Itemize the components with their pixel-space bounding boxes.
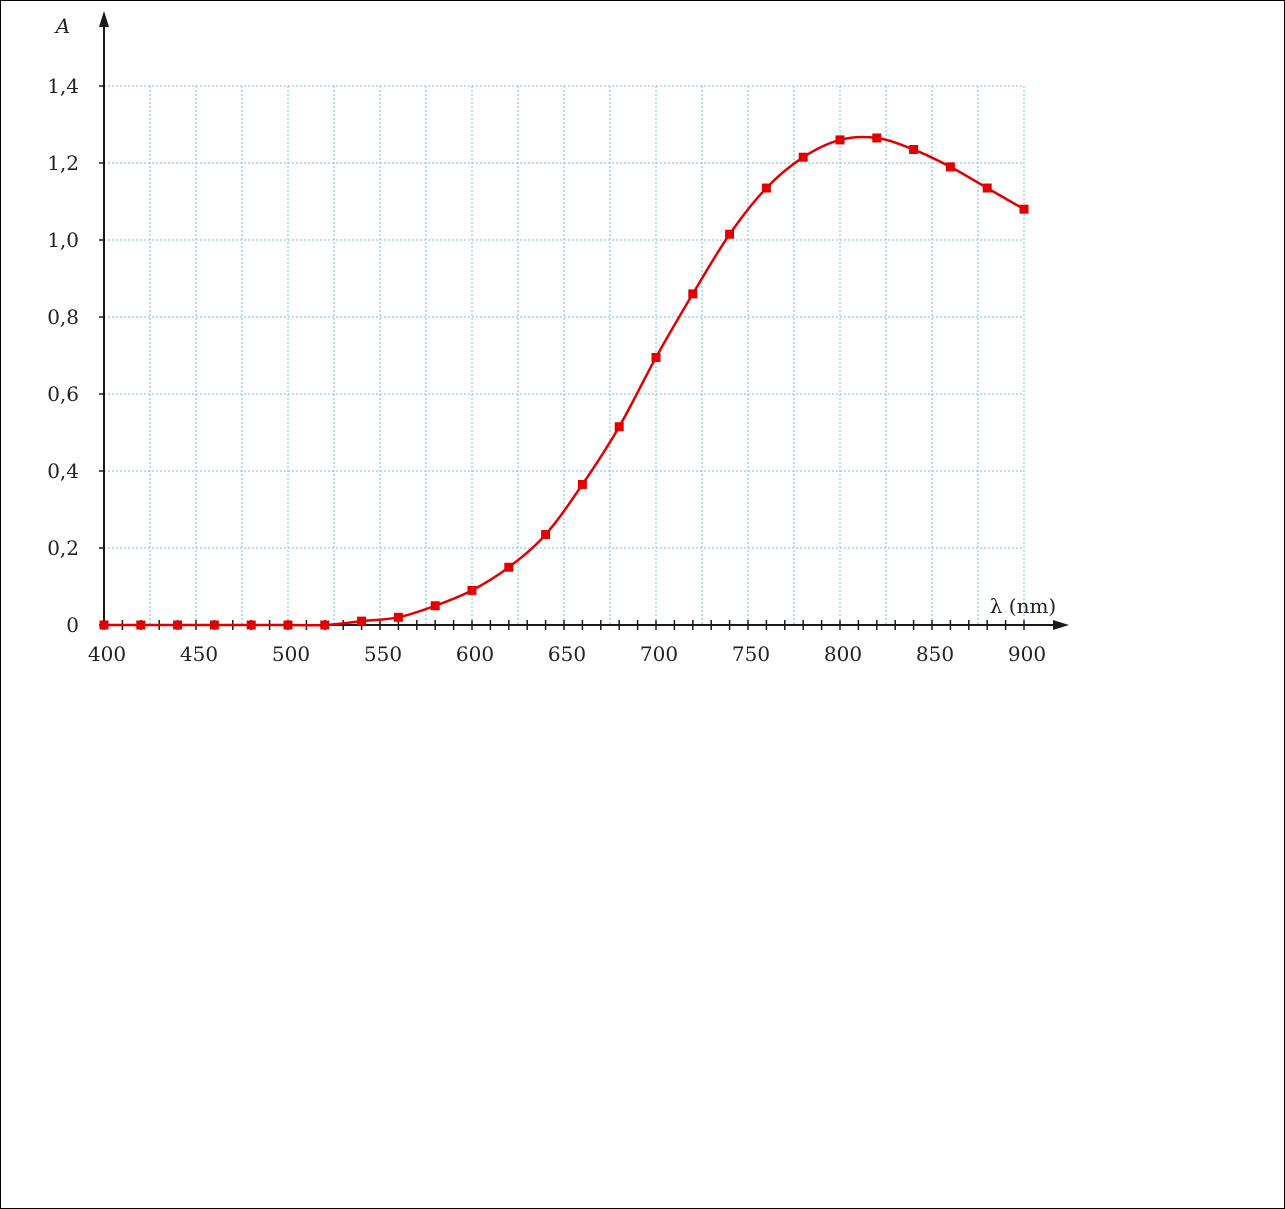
x-tick-label: 750 [732, 642, 770, 666]
data-point [614, 422, 624, 432]
data-point [761, 183, 771, 193]
data-point [99, 620, 109, 630]
x-tick-label: 850 [916, 642, 954, 666]
data-point [357, 616, 367, 626]
data-point [173, 620, 183, 630]
data-point [283, 620, 293, 630]
x-tick-label: 900 [1008, 642, 1046, 666]
axes [99, 11, 1069, 630]
y-axis-arrow [99, 11, 109, 27]
x-tick-label: 800 [824, 642, 862, 666]
x-tick-labels: 400 450 500 550 600 650 700 750 800 850 900 [88, 642, 1046, 666]
data-point [651, 352, 661, 362]
data-point [982, 183, 992, 193]
data-point [541, 530, 551, 540]
data-point [393, 612, 403, 622]
x-tick-label: 500 [272, 642, 310, 666]
data-point [246, 620, 256, 630]
x-axis-arrow [1053, 620, 1069, 630]
x-tick-label: 400 [88, 642, 126, 666]
x-tick-label: 700 [640, 642, 678, 666]
data-point [798, 152, 808, 162]
series-line [103, 135, 1025, 627]
y-axis-label: A [54, 14, 70, 38]
x-tick-label: 600 [456, 642, 494, 666]
y-tick-label: 0,6 [47, 382, 79, 406]
y-tick-labels: 0 0,2 0,4 0,6 0,8 1,0 1,2 1,4 [47, 74, 79, 637]
data-point [872, 133, 882, 143]
x-tick-label: 650 [548, 642, 586, 666]
data-point [320, 620, 330, 630]
y-tick-label: 1,0 [47, 228, 79, 252]
data-point [945, 162, 955, 172]
data-point [577, 479, 587, 489]
y-tick-label: 0,2 [47, 536, 79, 560]
y-tick-label: 1,4 [47, 74, 79, 98]
series-layer [99, 133, 1029, 630]
y-tick-label: 0 [66, 613, 79, 637]
data-point [209, 620, 219, 630]
data-point [467, 585, 477, 595]
data-point [909, 145, 919, 155]
y-tick-label: 1,2 [47, 151, 79, 175]
x-axis-label: λ (nm) [990, 594, 1056, 618]
data-point [688, 289, 698, 299]
y-tick-label: 0,8 [47, 305, 79, 329]
data-point [725, 229, 735, 239]
y-tick-label: 0,4 [47, 459, 79, 483]
data-point [1019, 204, 1029, 214]
x-tick-label: 550 [364, 642, 402, 666]
data-point [430, 601, 440, 611]
x-tick-label: 450 [180, 642, 218, 666]
grid [104, 85, 1025, 625]
data-point [835, 135, 845, 145]
data-point [136, 620, 146, 630]
data-point [504, 562, 514, 572]
